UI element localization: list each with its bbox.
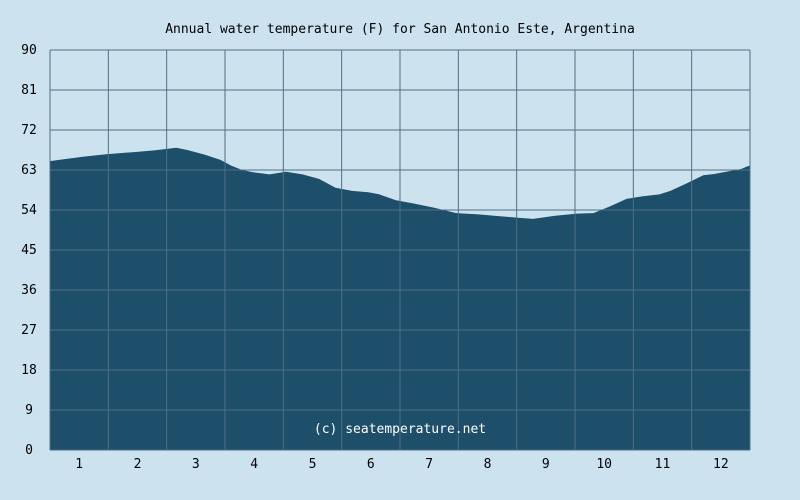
- x-tick-label: 3: [192, 457, 200, 472]
- y-tick-label: 27: [21, 323, 37, 338]
- y-tick-label: 72: [21, 123, 37, 138]
- x-tick-label: 11: [655, 457, 671, 472]
- x-tick-label: 9: [542, 457, 550, 472]
- y-tick-label: 81: [21, 83, 37, 98]
- x-tick-label: 2: [134, 457, 142, 472]
- y-tick-label: 36: [21, 283, 37, 298]
- y-tick-label: 54: [21, 203, 37, 218]
- y-tick-label: 45: [21, 243, 37, 258]
- x-tick-label: 7: [425, 457, 433, 472]
- x-tick-label: 12: [713, 457, 729, 472]
- x-tick-label: 1: [75, 457, 83, 472]
- y-tick-label: 0: [25, 443, 33, 458]
- x-tick-label: 4: [250, 457, 258, 472]
- y-axis: 0 9 18 27 36 45 54 63 72 81 90: [21, 43, 37, 458]
- grid-layer: [49, 49, 751, 451]
- credit-text: (c) seatemperature.net: [314, 422, 486, 437]
- y-tick-label: 18: [21, 363, 37, 378]
- x-tick-label: 5: [309, 457, 317, 472]
- x-tick-label: 8: [484, 457, 492, 472]
- y-tick-label: 63: [21, 163, 37, 178]
- chart-title: Annual water temperature (F) for San Ant…: [165, 22, 635, 37]
- x-tick-label: 10: [596, 457, 612, 472]
- x-axis: 1 2 3 4 5 6 7 8 9 10 11 12: [75, 457, 728, 472]
- y-tick-label: 90: [21, 43, 37, 58]
- x-tick-label: 6: [367, 457, 375, 472]
- y-tick-label: 9: [25, 403, 33, 418]
